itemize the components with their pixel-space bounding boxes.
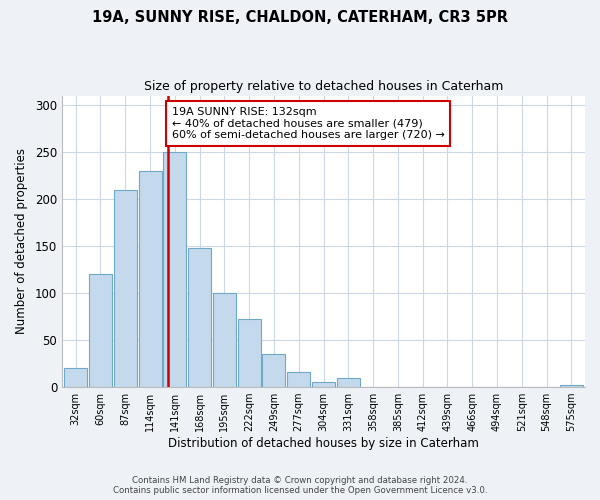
Y-axis label: Number of detached properties: Number of detached properties — [15, 148, 28, 334]
Bar — [89, 274, 112, 387]
X-axis label: Distribution of detached houses by size in Caterham: Distribution of detached houses by size … — [168, 437, 479, 450]
Bar — [213, 293, 236, 387]
Bar — [64, 368, 87, 387]
Bar — [262, 354, 286, 387]
Bar — [337, 378, 360, 387]
Bar — [560, 385, 583, 387]
Title: Size of property relative to detached houses in Caterham: Size of property relative to detached ho… — [144, 80, 503, 93]
Bar — [312, 382, 335, 387]
Bar — [238, 320, 261, 387]
Bar — [139, 171, 161, 387]
Bar — [114, 190, 137, 387]
Text: 19A SUNNY RISE: 132sqm
← 40% of detached houses are smaller (479)
60% of semi-de: 19A SUNNY RISE: 132sqm ← 40% of detached… — [172, 107, 445, 140]
Bar — [287, 372, 310, 387]
Text: Contains HM Land Registry data © Crown copyright and database right 2024.
Contai: Contains HM Land Registry data © Crown c… — [113, 476, 487, 495]
Text: 19A, SUNNY RISE, CHALDON, CATERHAM, CR3 5PR: 19A, SUNNY RISE, CHALDON, CATERHAM, CR3 … — [92, 10, 508, 25]
Bar — [188, 248, 211, 387]
Bar — [163, 152, 187, 387]
